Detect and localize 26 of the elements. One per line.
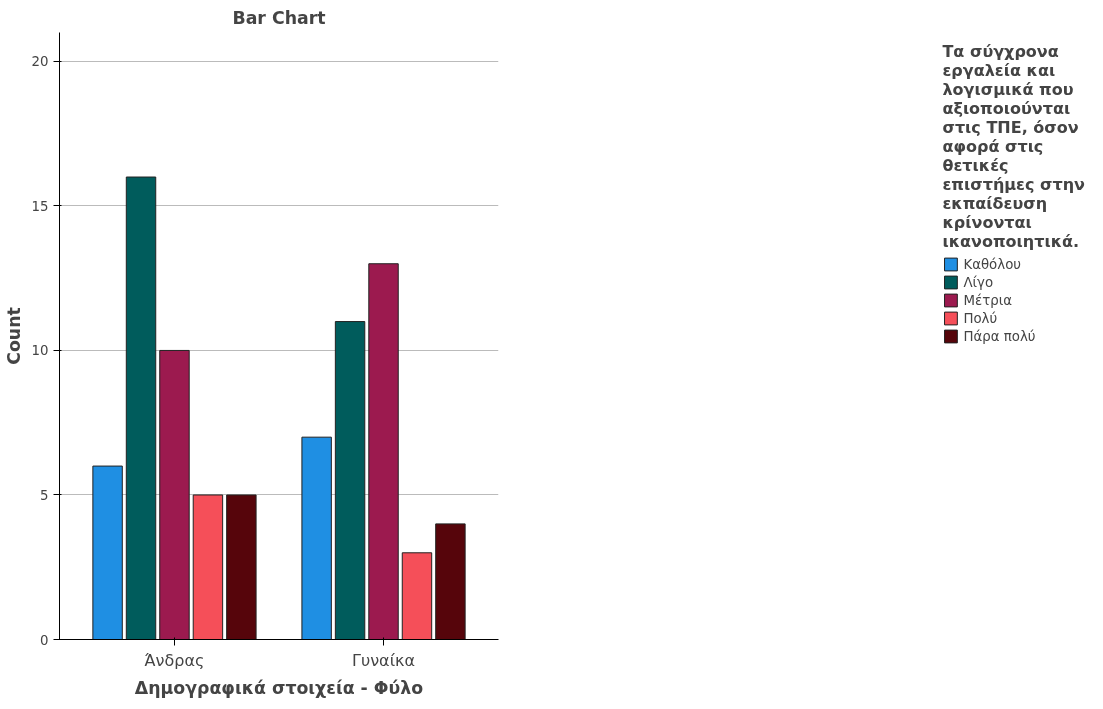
y-tick-label: 0	[40, 632, 49, 648]
bar	[301, 436, 332, 640]
legend-label: Καθόλου	[963, 256, 1022, 272]
bar	[226, 494, 257, 640]
y-tick-label: 5	[40, 487, 49, 503]
bar	[368, 263, 399, 640]
x-tick-label: Άνδρας	[144, 650, 205, 670]
y-tick-label: 10	[31, 343, 49, 359]
bar	[92, 465, 123, 640]
legend-label: Μέτρια	[963, 292, 1012, 308]
x-tick-label: Γυναίκα	[352, 650, 416, 670]
bar	[192, 494, 224, 640]
y-axis-title: Count	[3, 307, 24, 365]
bar	[159, 349, 190, 640]
legend-label: Λίγο	[963, 274, 994, 290]
bar	[401, 552, 433, 640]
y-tick-label: 15	[31, 198, 49, 214]
text: Τα σύγχρονα εργαλεία και λογισμικά που αξιοποιούνται στις ΤΠΕ, όσον αφορά στις θετικές επιστήμες στην εκπαίδευση κρίνονται ικανοποιητικά.	[942, 42, 1085, 251]
y-tick-label: 20	[31, 54, 49, 70]
legend-label: Πολύ	[963, 310, 998, 326]
chart-title: Bar Chart	[232, 7, 326, 28]
bar	[125, 176, 157, 640]
x-axis-title: Δημογραφικά στοιχεία - Φύλο	[134, 677, 424, 698]
bar	[334, 321, 366, 640]
legend-label: Πάρα πολύ	[963, 328, 1036, 344]
bar	[435, 523, 466, 640]
